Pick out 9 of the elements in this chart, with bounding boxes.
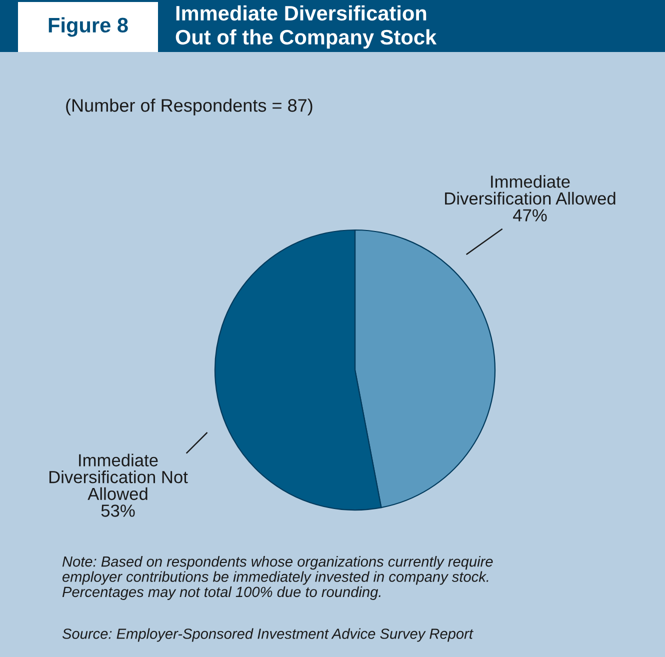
chart-title: Immediate Diversification Out of the Company Stock [176,5,437,49]
slice-label: Immediate Diversification Allowed [445,175,616,205]
data-label: 53% [101,504,135,517]
chart-subtitle: (Number of Respondents = 87) [66,98,312,116]
caption: Figure 8 [48,17,128,37]
source-note: Source: Employer-Sponsored Investment Advice Survey Report [62,628,474,642]
text: Note: Based on respondents whose organizations currently require employer contributions be immediately invested in company stock. Percentages may not total 100% due to rounding. [62,556,493,600]
data-label: 47% [513,209,547,222]
slice-label: Immediate Diversification Not Allowed [49,454,188,500]
